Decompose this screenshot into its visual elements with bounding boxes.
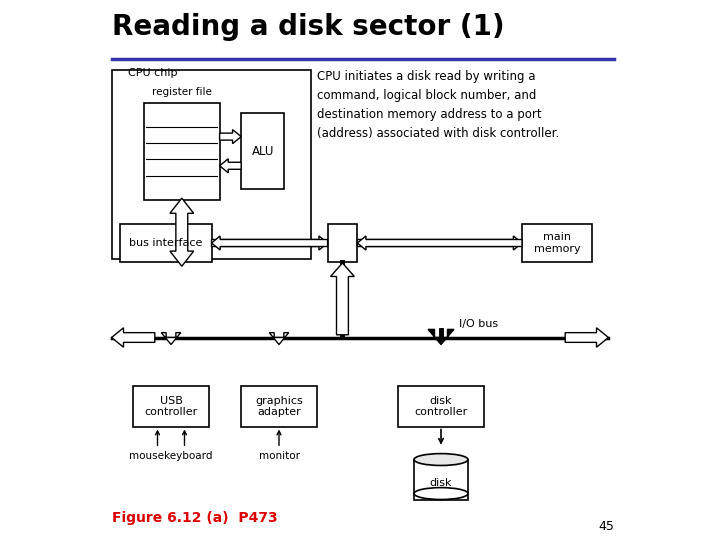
Polygon shape bbox=[112, 328, 155, 347]
Text: mousekeyboard: mousekeyboard bbox=[130, 451, 212, 461]
Polygon shape bbox=[161, 333, 181, 345]
Bar bbox=[241, 113, 284, 189]
Polygon shape bbox=[565, 328, 608, 347]
Text: USB
controller: USB controller bbox=[145, 395, 197, 417]
Bar bbox=[522, 224, 593, 262]
Bar bbox=[397, 386, 485, 427]
Text: main
memory: main memory bbox=[534, 232, 580, 254]
Bar bbox=[112, 70, 311, 259]
Polygon shape bbox=[220, 159, 241, 173]
Polygon shape bbox=[220, 130, 241, 144]
Bar bbox=[328, 224, 357, 262]
Text: CPU initiates a disk read by writing a
command, logical block number, and
destin: CPU initiates a disk read by writing a c… bbox=[317, 70, 559, 140]
Ellipse shape bbox=[414, 488, 468, 500]
Polygon shape bbox=[212, 236, 328, 250]
Bar bbox=[133, 386, 209, 427]
Text: bus interface: bus interface bbox=[129, 238, 202, 248]
Polygon shape bbox=[330, 263, 354, 335]
Polygon shape bbox=[428, 329, 454, 345]
Text: 45: 45 bbox=[598, 520, 613, 533]
Polygon shape bbox=[212, 236, 328, 250]
Bar bbox=[414, 460, 468, 500]
Polygon shape bbox=[170, 198, 194, 266]
Polygon shape bbox=[269, 333, 289, 345]
Ellipse shape bbox=[414, 454, 468, 465]
Text: Reading a disk sector (1): Reading a disk sector (1) bbox=[112, 13, 504, 41]
Text: disk
controller: disk controller bbox=[415, 395, 467, 417]
Text: graphics
adapter: graphics adapter bbox=[255, 395, 303, 417]
Bar bbox=[241, 386, 317, 427]
Text: ALU: ALU bbox=[251, 145, 274, 158]
Text: register file: register file bbox=[152, 87, 212, 97]
Text: I/O bus: I/O bus bbox=[459, 319, 498, 329]
Text: monitor: monitor bbox=[258, 451, 300, 461]
Text: CPU chip: CPU chip bbox=[128, 68, 177, 78]
Bar bbox=[120, 224, 212, 262]
Polygon shape bbox=[357, 236, 522, 250]
Text: disk: disk bbox=[430, 478, 452, 489]
Bar bbox=[144, 103, 220, 200]
Text: Figure 6.12 (a)  P473: Figure 6.12 (a) P473 bbox=[112, 511, 277, 525]
Polygon shape bbox=[357, 236, 522, 250]
